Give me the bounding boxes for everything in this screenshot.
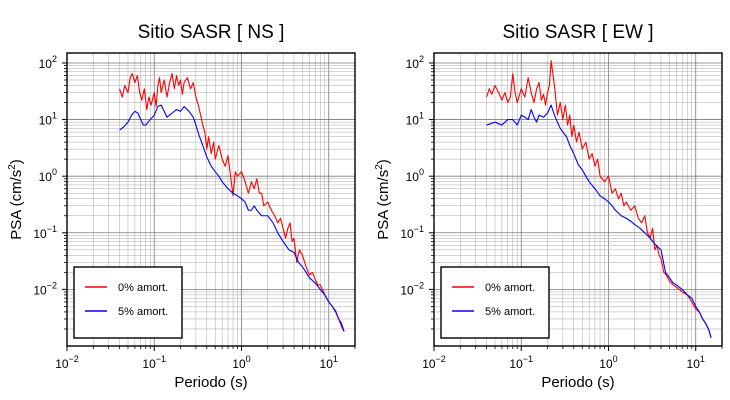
y-tick-label: 101 <box>39 111 57 128</box>
y-tick-label: 100 <box>406 167 424 184</box>
legend: 0% amort. 5% amort. <box>73 266 183 339</box>
x-tick-label: 100 <box>232 354 250 371</box>
plot-frame <box>433 52 723 347</box>
x-axis-label: Periodo (s) <box>541 374 614 391</box>
y-axis-label: PSA (cm/s2) <box>7 159 25 240</box>
x-tick-label: 101 <box>320 354 338 371</box>
chart-panel-ew: Sitio SASR [ EW ]10−2 10−1 100 10110−210−11… <box>374 22 723 391</box>
x-axis-label: Periodo (s) <box>174 374 247 391</box>
y-tick-label: 10−2 <box>33 280 57 297</box>
legend-box <box>73 266 183 339</box>
x-tick-label: 10−2 <box>55 354 79 371</box>
chart-panel-ns: Sitio SASR [ NS ] 10−2 10−1 100 101 10−2 10−1 1… <box>7 22 356 391</box>
y-tick-label: 102 <box>39 54 57 71</box>
x-tick-label: 10−2 <box>422 354 446 371</box>
legend-box <box>440 266 550 339</box>
chart-title: Sitio SASR [ NS ] <box>138 22 285 43</box>
y-tick-label: 10−1 <box>33 224 57 241</box>
series-line-amort-0 <box>119 73 345 332</box>
legend-label: 5% amort. <box>485 306 535 318</box>
x-tick-label: 100 <box>599 354 617 371</box>
series-line-amort-5 <box>486 104 712 338</box>
plot-frame <box>66 52 356 347</box>
x-tick-label: 101 <box>687 354 705 371</box>
grid <box>433 53 723 347</box>
legend: 0% amort. 5% amort. <box>440 266 550 339</box>
y-tick-label: 101 <box>406 111 424 128</box>
legend-label: 5% amort. <box>118 306 168 318</box>
x-tick-label: 10−1 <box>509 354 533 371</box>
y-axis-label: PSA (cm/s2) <box>374 159 392 240</box>
y-tick-label: 10−1 <box>400 224 424 241</box>
chart-title: Sitio SASR [ EW ] <box>503 22 654 43</box>
y-tick-label: 10−2 <box>400 280 424 297</box>
series-line-amort-5 <box>119 104 345 332</box>
legend-label: 0% amort. <box>118 282 168 294</box>
grid <box>66 53 356 347</box>
series-line-amort-0 <box>486 60 712 338</box>
ticks: 10−2 10−1 100 101 10−2 10−1 100 101 102 <box>400 54 723 371</box>
y-tick-label: 100 <box>39 167 57 184</box>
y-tick-label: 102 <box>406 54 424 71</box>
x-tick-label: 10−1 <box>142 354 166 371</box>
legend-label: 0% amort. <box>485 282 535 294</box>
